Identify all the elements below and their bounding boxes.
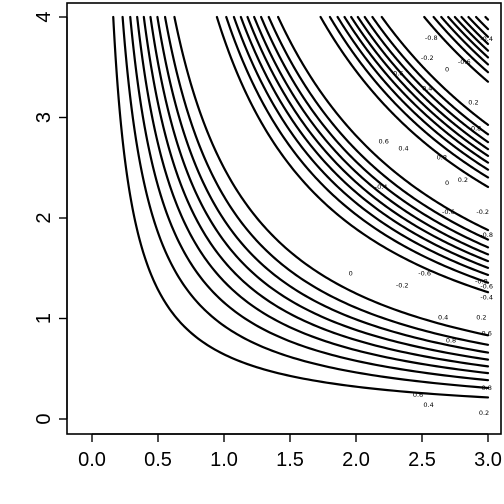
contour-label: -0.6 [480,282,493,290]
contour-label: 0.8 [482,384,492,392]
contour-label: -0.6 [442,208,455,216]
contour-label: -0.4 [375,183,388,191]
x-axis: 0.0 0.5 1.0 1.5 2.0 2.5 3.0 [78,433,502,471]
contour-line-level--0_2-branch-1 [239,15,490,269]
contour-label: 0 [349,269,353,277]
x-tick-label: 3.0 [474,449,502,471]
contour-line-level--0_6-branch-1 [225,15,490,284]
contour-labels: 0.20.40.60.80.80.60.4 0.2-0.4-0.6-0.2-0.6… [349,34,493,417]
contour-label: -0.8 [480,231,493,239]
contour-label: 0.2 [468,98,478,106]
contour-label: 0.6 [413,391,423,399]
contour-label: 0.2 [476,313,486,321]
contour-line-level-0_2-branch-0 [136,15,490,375]
contour-line-level-0_4-branch-0 [129,15,490,382]
contour-label: 0.6 [393,69,403,77]
contour-label: -0.8 [475,277,488,285]
contour-label: -0.6 [418,269,431,277]
y-axis: 0 1 2 3 4 [33,11,68,425]
contour-line-level-0_8-branch-3 [484,15,490,21]
contour-label: 0.6 [379,138,389,146]
contour-label: 0.4 [398,145,408,153]
contour-label: -0.8 [425,34,438,42]
contour-line-level-0-branch-3 [453,15,490,52]
contour-line-level-0_6-branch-2 [328,15,490,179]
contour-line-level--0_6-branch-0 [163,15,490,346]
x-tick-label: 1.0 [210,449,238,471]
contour-line-level-0_6-branch-0 [121,15,490,390]
plot-frame [66,2,502,435]
y-tick-label: 3 [33,112,55,123]
contour-line-level--0_2-branch-2 [356,15,490,151]
x-tick-label: 0.5 [144,449,172,471]
contour-label: -0.2 [396,281,409,289]
contour-line-level--0_8-branch-0 [173,15,490,337]
contour-label: 0.4 [438,313,448,321]
contour-line-level--0_8-branch-2 [380,15,490,126]
contour-line-level-0-branch-0 [142,15,490,368]
contour-line-level-0-branch-2 [350,15,490,157]
contour-label: -0.4 [480,35,493,43]
contour-label: 0.2 [458,176,468,184]
contour-line-level-0_8-branch-2 [319,15,490,189]
contour-label: 0 [445,65,449,73]
contour-label: 0 [445,179,449,187]
contour-line-level--0_4-branch-2 [363,15,490,144]
contour-label: -0.4 [480,293,493,301]
y-tick-label: 2 [33,212,55,223]
contour-line-level-0_8-branch-1 [277,15,490,232]
y-tick-label: 4 [33,11,55,22]
x-tick-label: 1.5 [276,449,304,471]
x-tick-label: 2.5 [408,449,436,471]
contour-label: 0.6 [482,330,492,338]
contour-label: 0.8 [446,337,456,345]
contour-line-level--0_2-branch-3 [447,15,490,59]
contour-line-level--0_6-branch-3 [432,15,490,74]
contour-label: -0.2 [476,208,489,216]
contour-line-level-0_8-branch-0 [112,15,490,399]
contour-line-level--0_4-branch-3 [440,15,490,66]
contour-line-level--0_8-branch-3 [423,15,490,83]
contour-line-level-0_6-branch-3 [474,15,490,31]
contour-line-level--0_2-branch-0 [149,15,490,361]
x-tick-label: 2.0 [342,449,370,471]
contour-line-level--0_4-branch-1 [232,15,490,277]
y-tick-label: 0 [33,413,55,424]
contour-line-level-0_4-branch-3 [467,15,490,38]
contour-line-level-0-branch-1 [246,15,490,263]
contour-line-level-0_4-branch-1 [259,15,490,249]
contour-line-level--0_8-branch-1 [215,15,490,294]
contour-line-level--0_4-branch-0 [156,15,490,354]
contour-label: 0.4 [423,401,433,409]
contour-label: 0.4 [422,84,432,92]
y-tick-label: 1 [33,313,55,324]
contour-lines [112,15,490,399]
contour-line-level--0_6-branch-2 [371,15,490,136]
contour-line-level-0_2-branch-1 [253,15,490,256]
contour-label: 0.8 [437,154,447,162]
contour-line-level-0_6-branch-1 [267,15,490,241]
contour-line-level-0_2-branch-2 [343,15,490,164]
contour-label: -0.6 [458,58,471,66]
contour-line-level-0_4-branch-2 [336,15,490,171]
contour-line-level-0_2-branch-3 [460,15,490,45]
contour-label: -0.2 [421,54,434,62]
x-tick-label: 0.0 [78,449,106,471]
contour-label: 0.8 [471,125,481,133]
contour-label: 0.2 [479,409,489,417]
